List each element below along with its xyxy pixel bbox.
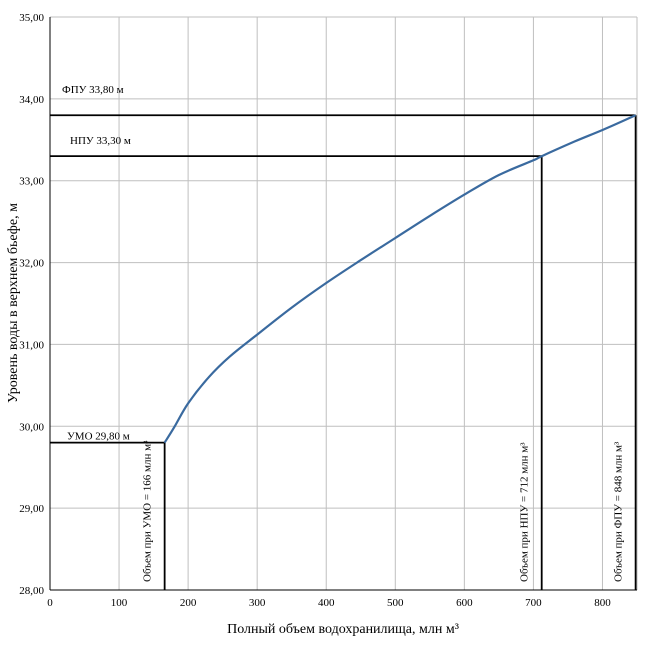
y-tick-label: 29,00: [19, 503, 44, 515]
x-tick-label: 100: [111, 597, 128, 609]
level-label: ФПУ 33,80 м: [62, 84, 124, 96]
x-tick-label: 500: [387, 597, 404, 609]
x-tick-labels: 0 100 200 300 400 500 600 700 800: [47, 597, 611, 609]
y-tick-labels: 28,00 29,00 30,00 31,00 32,00 33,00 34,00 35,00: [19, 12, 44, 597]
x-tick-label: 200: [180, 597, 197, 609]
y-tick-label: 34,00: [19, 94, 44, 106]
volume-level-curve: [163, 114, 637, 444]
level-label: УМО 29,80 м: [67, 431, 130, 443]
volume-label: Объем при УМО = 166 млн м³: [142, 440, 154, 582]
y-tick-label: 30,00: [19, 421, 44, 433]
y-tick-label: 35,00: [19, 12, 44, 24]
level-label: НПУ 33,30 м: [70, 135, 131, 147]
volume-label: Объем при НПУ = 712 млн м³: [519, 442, 531, 582]
y-tick-label: 32,00: [19, 258, 44, 270]
y-axis-title: Уровень воды в верхнем бьефе, м: [6, 203, 21, 403]
y-tick-label: 28,00: [19, 585, 44, 597]
x-tick-label: 0: [47, 597, 53, 609]
x-tick-label: 800: [594, 597, 611, 609]
y-tick-label: 31,00: [19, 339, 44, 351]
x-tick-label: 400: [318, 597, 335, 609]
x-tick-label: 300: [249, 597, 266, 609]
grid: [49, 16, 638, 591]
reference-lines: [50, 114, 637, 590]
x-tick-label: 700: [525, 597, 542, 609]
x-tick-label: 600: [456, 597, 473, 609]
y-tick-label: 33,00: [19, 176, 44, 188]
annotations: ФПУ 33,80 м Объем при ФПУ = 848 млн м³ НПУ…: [62, 84, 625, 582]
x-axis-title: Полный объем водохранилища, млн м³: [227, 622, 459, 637]
volume-label: Объем при ФПУ = 848 млн м³: [613, 441, 625, 582]
